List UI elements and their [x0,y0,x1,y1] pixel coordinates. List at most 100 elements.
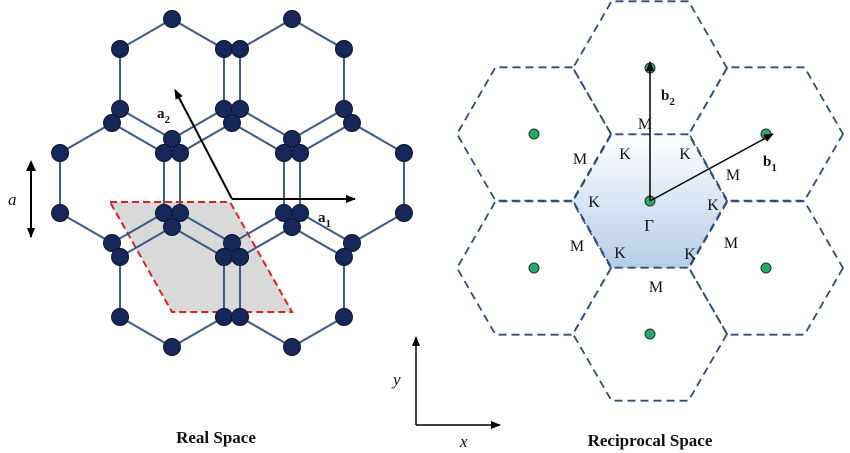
atom [171,144,190,162]
reciprocal-lattice-point [644,328,656,340]
atom [103,234,121,252]
bond [291,316,345,348]
reciprocal-space-panel: b2 b1 Γ K K K K K K M M M M M M Reciproc… [455,0,845,450]
k-point-label: K [588,194,600,211]
m-point-label: M [573,151,587,168]
atom [291,204,310,222]
atom [163,130,181,148]
vector-a2-label: a2 [157,106,171,126]
atom [163,338,181,356]
bond [119,226,173,258]
m-point-label: M [724,235,738,252]
bond [171,18,225,50]
atom [214,248,233,266]
bond [59,212,113,244]
bond [239,18,293,50]
bond [119,108,173,140]
real-space-caption: Real Space [176,428,256,447]
bond [111,122,165,154]
atom [51,144,70,162]
vector-a2-arrow [174,89,233,200]
k-point-label: K [679,146,691,163]
bond [171,316,225,348]
bond [239,108,293,140]
atom [283,130,301,148]
unit-cell [108,201,294,313]
honeycomb-atoms [51,10,413,356]
bond [59,122,113,154]
vector-b1-arrow [649,133,774,202]
atom [223,114,241,132]
lattice-constant-arrow-top [26,160,36,171]
coordinate-axes: y x [391,336,501,451]
atom [334,40,353,58]
vector-b2-label: b2 [661,88,675,108]
atom [334,100,353,118]
atom [334,308,353,326]
honeycomb-bonds [59,18,405,348]
atom [231,40,250,58]
bond [291,108,345,140]
m-point-label: M [726,167,740,184]
atom [103,114,121,132]
atom [394,144,413,162]
bond [119,18,173,50]
atom [343,234,361,252]
bond [239,316,293,348]
atom [111,40,130,58]
bond [119,316,173,348]
bond [239,226,293,258]
atom [283,338,301,356]
real-space-panel: a1 a2 a Real Space [8,10,413,447]
k-point-label: K [619,146,631,163]
bond [291,226,345,258]
atom [283,10,301,28]
atom [394,204,413,222]
vector-a1-label: a1 [318,210,331,230]
atom [283,218,301,236]
m-point-label: M [649,279,663,296]
atom [51,204,70,222]
k-point-label: K [707,197,719,214]
atom [231,248,250,266]
bond [179,212,233,244]
k-point-label: K [614,245,626,262]
atom [154,144,173,162]
atom [171,204,190,222]
lattice-constant-label: a [8,190,17,209]
reciprocal-space-caption: Reciprocal Space [588,431,713,450]
bond [231,212,285,244]
bond [179,122,233,154]
atom [334,248,353,266]
atom [343,114,361,132]
x-axis-label: x [459,432,468,451]
reciprocal-lattice-point [528,262,540,274]
atom [111,248,130,266]
atom [231,100,250,118]
y-axis-label: y [391,370,401,389]
atom [274,144,293,162]
bond [291,18,345,50]
atom [291,144,310,162]
atom [214,308,233,326]
reciprocal-lattice-point [528,128,540,140]
atom [223,234,241,252]
bond [171,226,225,258]
atom [231,308,250,326]
atom [163,10,181,28]
atom [111,100,130,118]
m-point-label: M [638,116,652,133]
bond [351,212,405,244]
bond [351,122,405,154]
reciprocal-lattice-point [760,262,772,274]
atom [163,218,181,236]
bond [231,122,285,154]
vector-b1-label: b1 [763,154,777,174]
bond [299,212,353,244]
m-point-label: M [570,238,584,255]
bond [111,212,165,244]
atom [111,308,130,326]
atom [214,40,233,58]
